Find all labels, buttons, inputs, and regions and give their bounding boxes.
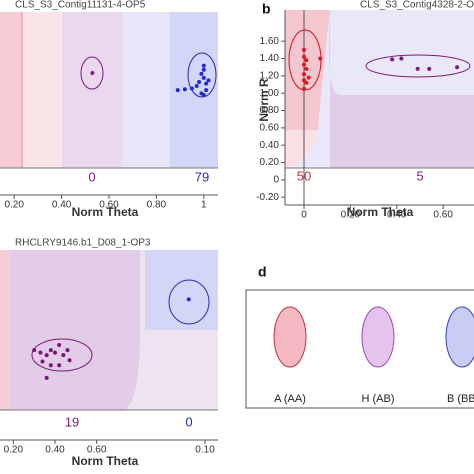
- point: [48, 363, 53, 368]
- point: [302, 72, 307, 77]
- x-tick-label: 0.80: [147, 200, 167, 211]
- cluster-count: 50: [297, 168, 311, 183]
- point: [204, 88, 209, 93]
- x-tick-label: 0.60: [99, 200, 119, 211]
- point: [182, 87, 187, 92]
- y-tick-label: 0.20: [260, 157, 280, 168]
- point: [40, 359, 45, 364]
- y-tick-label: 1.60: [260, 36, 280, 47]
- y-tick-label: 0.40: [260, 140, 280, 151]
- point: [201, 67, 206, 72]
- x-tick-label: 0: [301, 210, 307, 221]
- panel-letter: b: [262, 1, 271, 17]
- legend-label: B (BB): [447, 393, 474, 405]
- x-axis-label: Norm Theta: [72, 205, 139, 219]
- point: [302, 54, 307, 59]
- y-tick-label: 0.80: [260, 105, 280, 116]
- point: [38, 350, 43, 355]
- point: [189, 86, 194, 91]
- point: [44, 353, 49, 358]
- x-tick-label: 0.60: [433, 210, 453, 221]
- point: [186, 297, 191, 302]
- x-tick-label: 0.20: [341, 210, 361, 221]
- point: [48, 348, 53, 353]
- x-tick-label: 1: [201, 200, 207, 211]
- point: [175, 88, 180, 93]
- y-tick-label: -0.20: [256, 192, 279, 203]
- chart-title: CLS_S3_Contig4328-2-OP5: [360, 0, 474, 11]
- x-tick-label: 0.60: [87, 445, 107, 456]
- panel-letter: d: [258, 264, 267, 280]
- point: [53, 350, 57, 355]
- y-tick-label: 0: [273, 175, 279, 186]
- point: [304, 66, 309, 71]
- chart-title: CLS_S3_Contig11131-4-OP5: [15, 0, 146, 11]
- point: [206, 78, 211, 83]
- x-tick-label: 0.20: [4, 200, 24, 211]
- point: [318, 56, 323, 61]
- cluster-count: 0: [185, 414, 192, 429]
- x-tick-label: 0.10: [195, 445, 215, 456]
- point: [194, 84, 199, 89]
- point: [304, 58, 309, 63]
- point: [204, 81, 209, 86]
- x-axis-label: Norm Theta: [72, 454, 139, 468]
- point: [201, 92, 206, 97]
- point: [201, 75, 206, 80]
- point: [390, 57, 395, 62]
- point: [302, 62, 307, 67]
- chart-title: RHCLRY9146.b1_D08_1-OP3: [15, 238, 151, 249]
- point: [90, 71, 95, 75]
- point: [415, 66, 420, 71]
- point: [201, 63, 206, 68]
- x-tick-label: 0.40: [52, 200, 72, 211]
- point: [427, 66, 432, 71]
- y-tick-label: 1.20: [260, 71, 280, 82]
- point: [306, 75, 311, 80]
- x-tick-label: 0.20: [4, 445, 24, 456]
- point: [57, 363, 62, 368]
- cluster-count: 5: [416, 168, 423, 183]
- cluster-count: 0: [88, 169, 95, 184]
- point: [455, 65, 460, 70]
- cluster-count: 79: [195, 169, 209, 184]
- point: [67, 358, 72, 363]
- point: [57, 343, 62, 347]
- y-axis-label: Norm R: [257, 78, 271, 122]
- point: [199, 71, 204, 76]
- panel-d: d A (AA) H (AB) B (BB): [245, 264, 474, 409]
- panel-c-background: [0, 250, 218, 411]
- legend-label: H (AB): [362, 393, 395, 405]
- point: [61, 353, 66, 358]
- x-tick-label: 0.40: [387, 210, 407, 221]
- point: [302, 78, 307, 83]
- y-tick-label: 1.00: [260, 88, 280, 99]
- point: [65, 348, 70, 353]
- y-tick-label: 0.60: [260, 123, 280, 134]
- point: [302, 47, 307, 52]
- point: [399, 56, 404, 61]
- point: [302, 86, 307, 91]
- legend-label: A (AA): [274, 393, 306, 405]
- y-tick-label: 1.40: [260, 53, 280, 64]
- point: [32, 348, 37, 353]
- point: [197, 79, 202, 84]
- panel-b-background: [285, 10, 474, 205]
- point: [304, 80, 309, 85]
- x-tick-label: 0.40: [45, 445, 65, 456]
- cluster-count: 19: [65, 414, 79, 429]
- point: [44, 375, 49, 380]
